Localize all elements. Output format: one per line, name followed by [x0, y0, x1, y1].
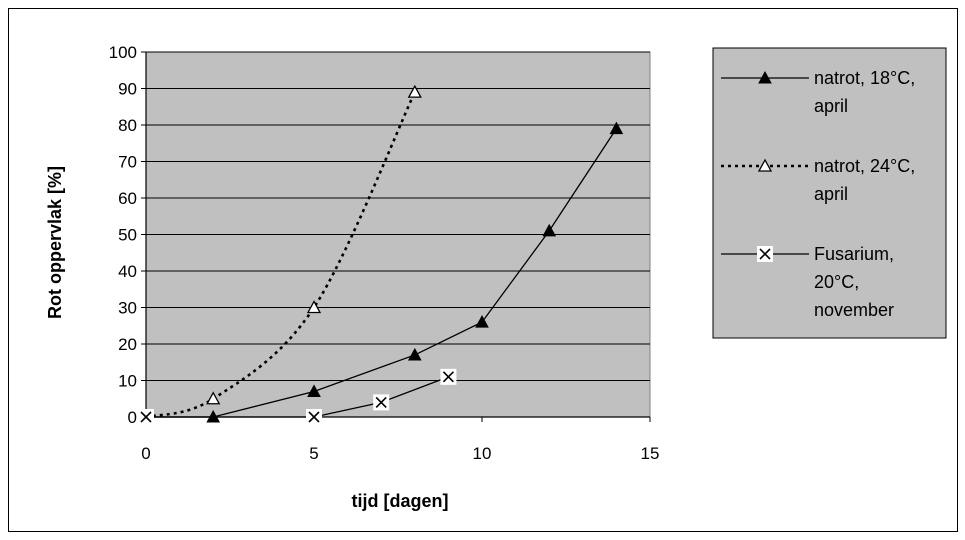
data-point [757, 246, 773, 262]
point-marker [308, 411, 320, 423]
point-marker [407, 84, 422, 98]
point-marker [206, 391, 221, 405]
legend: natrot, 18°C, april natrot, 24°C, april Fusa… [712, 47, 947, 339]
legend-label: 20°C, [814, 272, 859, 292]
data-point [407, 347, 422, 361]
legend-label: Fusarium, [814, 244, 894, 264]
data-point [758, 70, 772, 84]
point-marker [609, 121, 624, 135]
point-marker [307, 384, 321, 397]
y-tick-label: 100 [109, 43, 137, 62]
series-line [145, 91, 416, 419]
y-tick-label: 90 [118, 80, 137, 99]
y-tick-label: 60 [118, 189, 137, 208]
data-point [138, 409, 154, 425]
legend-label: november [814, 300, 894, 320]
data-point [407, 84, 422, 98]
x-axis-title: tijd [dagen] [352, 491, 449, 511]
legend-box [712, 47, 947, 339]
data-point [373, 394, 390, 411]
point-marker [475, 315, 489, 328]
point-marker [542, 223, 557, 237]
data-point [306, 409, 322, 425]
legend-entry-2: natrot, 24°C, april [721, 156, 915, 204]
point-marker [759, 248, 771, 260]
x-tick-label: 5 [309, 444, 318, 463]
data-point [206, 391, 221, 405]
y-tick-label: 70 [118, 153, 137, 172]
point-marker [442, 371, 454, 383]
data-point [609, 121, 624, 135]
y-tick-label: 10 [118, 372, 137, 391]
data-point [440, 368, 457, 385]
data-point [475, 315, 489, 328]
legend-label: april [814, 96, 848, 116]
point-marker [306, 300, 322, 314]
x-tick-label: 0 [141, 444, 150, 463]
y-axis-title: Rot oppervlak [%] [45, 166, 65, 319]
x-tick-label: 10 [473, 444, 492, 463]
legend-entry-3: Fusarium, 20°C, november [721, 244, 894, 320]
point-marker [757, 158, 773, 172]
plot-layer: 0 10 20 30 40 50 60 70 80 90 100 0 5 10 15 [109, 43, 660, 463]
point-marker [375, 396, 387, 408]
y-tick-label: 50 [118, 226, 137, 245]
point-marker [758, 70, 772, 84]
y-tick-label: 0 [128, 408, 137, 427]
x-tick-label: 15 [641, 444, 660, 463]
data-point [306, 300, 322, 314]
data-point [542, 223, 557, 237]
y-tick-label: 30 [118, 299, 137, 318]
series-3 [138, 368, 457, 425]
point-marker [140, 411, 152, 423]
y-tick-label: 80 [118, 116, 137, 135]
legend-entry-1: natrot, 18°C, april [721, 68, 915, 116]
y-tick-label: 20 [118, 335, 137, 354]
data-point [757, 158, 773, 172]
legend-label: april [814, 184, 848, 204]
series-line [146, 376, 449, 418]
legend-label: natrot, 18°C, [814, 68, 915, 88]
legend-label: natrot, 24°C, [814, 156, 915, 176]
point-marker [407, 347, 422, 361]
data-point [307, 384, 321, 397]
y-tick-label: 40 [118, 262, 137, 281]
